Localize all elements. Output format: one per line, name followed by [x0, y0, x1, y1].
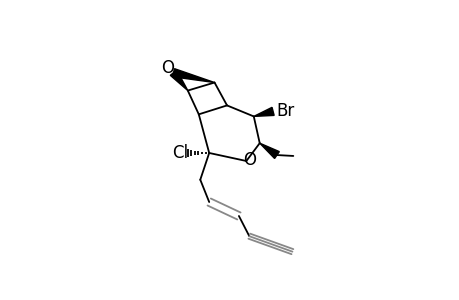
Text: Cl: Cl [171, 144, 187, 162]
Text: Br: Br [275, 102, 294, 120]
Text: O: O [242, 152, 255, 169]
Polygon shape [172, 69, 214, 82]
Text: O: O [161, 59, 174, 77]
Polygon shape [253, 107, 274, 116]
Polygon shape [259, 143, 279, 158]
Polygon shape [170, 70, 187, 91]
